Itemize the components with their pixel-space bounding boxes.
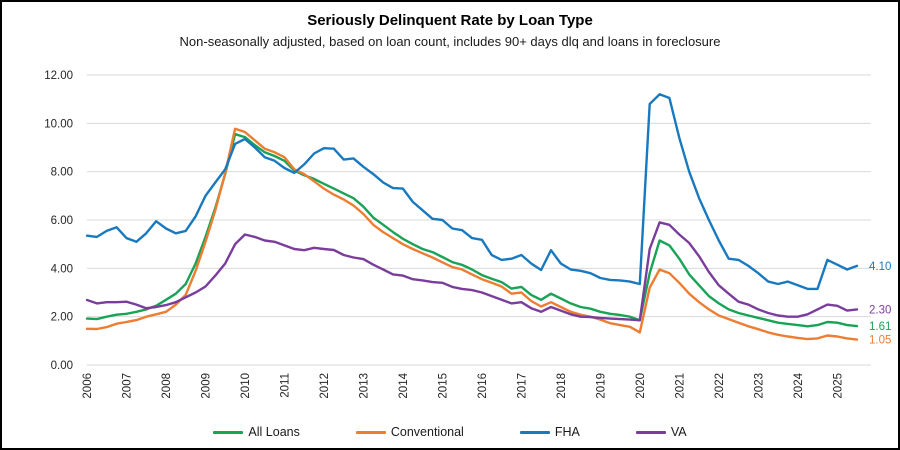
x-axis-tick-label: 2025 xyxy=(832,373,844,399)
chart-subtitle: Non-seasonally adjusted, based on loan c… xyxy=(179,34,721,49)
legend-label: FHA xyxy=(554,425,580,439)
x-axis-tick-label: 2014 xyxy=(398,372,410,398)
series-line-va xyxy=(85,221,859,322)
y-axis-tick-label: 12.00 xyxy=(44,70,73,82)
x-axis-tick-label: 2006 xyxy=(82,373,94,399)
y-axis-tick-label: 4.00 xyxy=(51,263,73,275)
x-axis-tick-label: 2009 xyxy=(200,373,212,399)
x-axis-tick-label: 2007 xyxy=(121,373,133,399)
x-axis-tick-label: 2013 xyxy=(358,373,370,399)
legend-swatch xyxy=(355,430,386,434)
series-end-label-va: 2.30 xyxy=(869,304,891,316)
legend-swatch xyxy=(519,430,550,434)
legend-item-fha: FHA xyxy=(519,425,580,439)
x-axis-tick-label: 2019 xyxy=(595,373,607,399)
legend-label: All Loans xyxy=(248,425,300,439)
x-axis-tick-label: 2017 xyxy=(516,373,528,399)
y-axis-tick-label: 10.00 xyxy=(44,118,73,130)
y-axis-tick-label: 6.00 xyxy=(51,215,73,227)
legend-label: VA xyxy=(670,425,687,439)
x-axis-tick-label: 2011 xyxy=(279,373,291,398)
chart-legend: All Loans Conventional FHA VA xyxy=(2,425,898,439)
x-axis-tick-label: 2023 xyxy=(753,373,765,399)
y-axis-tick-label: 8.00 xyxy=(51,167,73,179)
series-line-fha xyxy=(85,93,859,291)
x-axis-tick-label: 2015 xyxy=(437,373,449,399)
x-axis-tick-label: 2010 xyxy=(240,373,252,399)
x-axis-tick-label: 2018 xyxy=(556,373,568,399)
chart-title: Seriously Delinquent Rate by Loan Type xyxy=(307,12,593,29)
x-axis-tick-label: 2016 xyxy=(477,373,489,399)
series-end-label-all-loans: 1.61 xyxy=(869,321,891,333)
legend-swatch xyxy=(213,430,244,434)
legend-item-all-loans: All Loans xyxy=(213,425,300,439)
x-axis-tick-label: 2022 xyxy=(714,373,726,399)
legend-swatch xyxy=(635,430,666,434)
x-axis-tick-label: 2012 xyxy=(319,373,331,399)
legend-item-va: VA xyxy=(635,425,687,439)
series-line-all-loans xyxy=(85,132,859,328)
series-line-conventional xyxy=(85,127,859,341)
x-axis-tick-label: 2021 xyxy=(674,373,686,399)
x-axis-tick-label: 2024 xyxy=(793,372,805,398)
x-axis-tick-label: 2020 xyxy=(635,373,647,399)
legend-item-conventional: Conventional xyxy=(355,425,464,439)
legend-label: Conventional xyxy=(390,425,464,439)
series-end-label-fha: 4.10 xyxy=(869,261,891,273)
x-axis-tick-label: 2008 xyxy=(161,373,173,399)
y-axis-tick-label: 2.00 xyxy=(51,312,73,324)
series-end-label-conventional: 1.05 xyxy=(869,335,891,347)
y-axis-tick-label: 0.00 xyxy=(51,360,73,372)
